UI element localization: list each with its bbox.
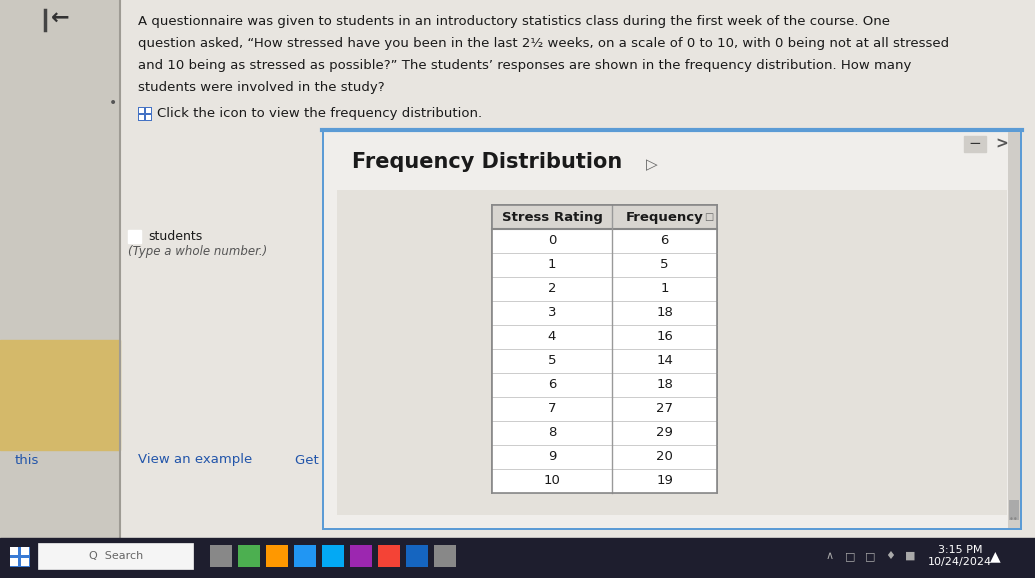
Text: 10: 10	[543, 475, 560, 487]
Text: 10/24/2024: 10/24/2024	[928, 557, 993, 567]
Text: this: this	[14, 454, 39, 466]
Bar	[138, 107, 152, 121]
Text: >: >	[996, 136, 1008, 151]
Text: 19: 19	[656, 475, 673, 487]
Bar	[38, 543, 193, 569]
Bar	[322, 130, 1022, 530]
Bar	[210, 545, 232, 567]
Text: Get more: Get more	[295, 454, 357, 466]
Text: 16: 16	[656, 331, 673, 343]
Text: 8: 8	[548, 427, 556, 439]
Bar	[10, 558, 18, 566]
Text: ←: ←	[51, 8, 69, 28]
Text: Frequency: Frequency	[625, 210, 704, 224]
Bar	[10, 547, 30, 567]
Text: 2: 2	[548, 283, 556, 295]
Bar	[128, 230, 141, 243]
Text: 9: 9	[548, 450, 556, 464]
Text: 1: 1	[548, 258, 556, 272]
Bar	[492, 205, 717, 493]
Text: 0: 0	[548, 235, 556, 247]
Text: 14: 14	[656, 354, 673, 368]
Bar	[139, 114, 144, 120]
Bar	[1009, 500, 1019, 520]
Text: ■: ■	[905, 551, 915, 561]
Text: 4: 4	[548, 331, 556, 343]
Text: •: •	[109, 96, 117, 110]
Text: Q  Search: Q Search	[89, 551, 143, 561]
Text: Frequency Distribution: Frequency Distribution	[352, 152, 622, 172]
Text: −: −	[969, 136, 981, 151]
Text: □: □	[845, 551, 855, 561]
Bar	[337, 190, 1007, 515]
Text: Stress Rating: Stress Rating	[502, 210, 602, 224]
Text: □: □	[865, 551, 876, 561]
Bar	[139, 108, 144, 113]
Text: students were involved in the study?: students were involved in the study?	[138, 81, 385, 94]
Bar	[238, 545, 260, 567]
Text: and 10 being as stressed as possible?” The students’ responses are shown in the : and 10 being as stressed as possible?” T…	[138, 59, 912, 72]
Bar	[21, 558, 29, 566]
Text: 3: 3	[548, 306, 556, 320]
Text: ••: ••	[1009, 516, 1018, 524]
Bar	[492, 205, 717, 229]
Text: ▲: ▲	[989, 549, 1000, 563]
Text: □: □	[705, 212, 713, 222]
Bar	[0, 538, 1035, 578]
Text: ▷: ▷	[646, 157, 658, 172]
Text: ∧: ∧	[826, 551, 834, 561]
Bar	[146, 108, 151, 113]
Bar	[0, 340, 120, 450]
Bar	[146, 114, 151, 120]
Text: 18: 18	[656, 306, 673, 320]
Text: 6: 6	[548, 379, 556, 391]
Text: 5: 5	[548, 354, 556, 368]
Bar	[10, 547, 18, 555]
Text: 1: 1	[660, 283, 669, 295]
Bar	[266, 545, 288, 567]
Text: 6: 6	[660, 235, 669, 247]
Bar	[324, 132, 1021, 528]
Bar	[1008, 132, 1021, 528]
Bar	[294, 545, 316, 567]
Text: A questionnaire was given to students in an introductory statistics class during: A questionnaire was given to students in…	[138, 15, 890, 28]
Bar	[964, 136, 986, 152]
Bar	[120, 0, 1035, 538]
Bar	[492, 205, 717, 493]
Text: Click the icon to view the frequency distribution.: Click the icon to view the frequency dis…	[157, 108, 482, 120]
Bar	[0, 0, 120, 538]
Text: 3:15 PM: 3:15 PM	[938, 545, 982, 555]
Bar	[21, 547, 29, 555]
Text: question asked, “How stressed have you been in the last 2½ weeks, on a scale of : question asked, “How stressed have you b…	[138, 37, 949, 50]
Text: 5: 5	[660, 258, 669, 272]
Text: students: students	[148, 229, 202, 243]
Bar	[434, 545, 456, 567]
Text: (Type a whole number.): (Type a whole number.)	[128, 246, 267, 258]
Text: 20: 20	[656, 450, 673, 464]
Bar	[322, 545, 344, 567]
Text: 18: 18	[656, 379, 673, 391]
Bar	[350, 545, 372, 567]
Text: 29: 29	[656, 427, 673, 439]
Text: ♦: ♦	[885, 551, 895, 561]
Bar	[378, 545, 400, 567]
Bar	[406, 545, 428, 567]
Text: 27: 27	[656, 402, 673, 416]
Text: 7: 7	[548, 402, 556, 416]
Text: View an example: View an example	[138, 454, 253, 466]
